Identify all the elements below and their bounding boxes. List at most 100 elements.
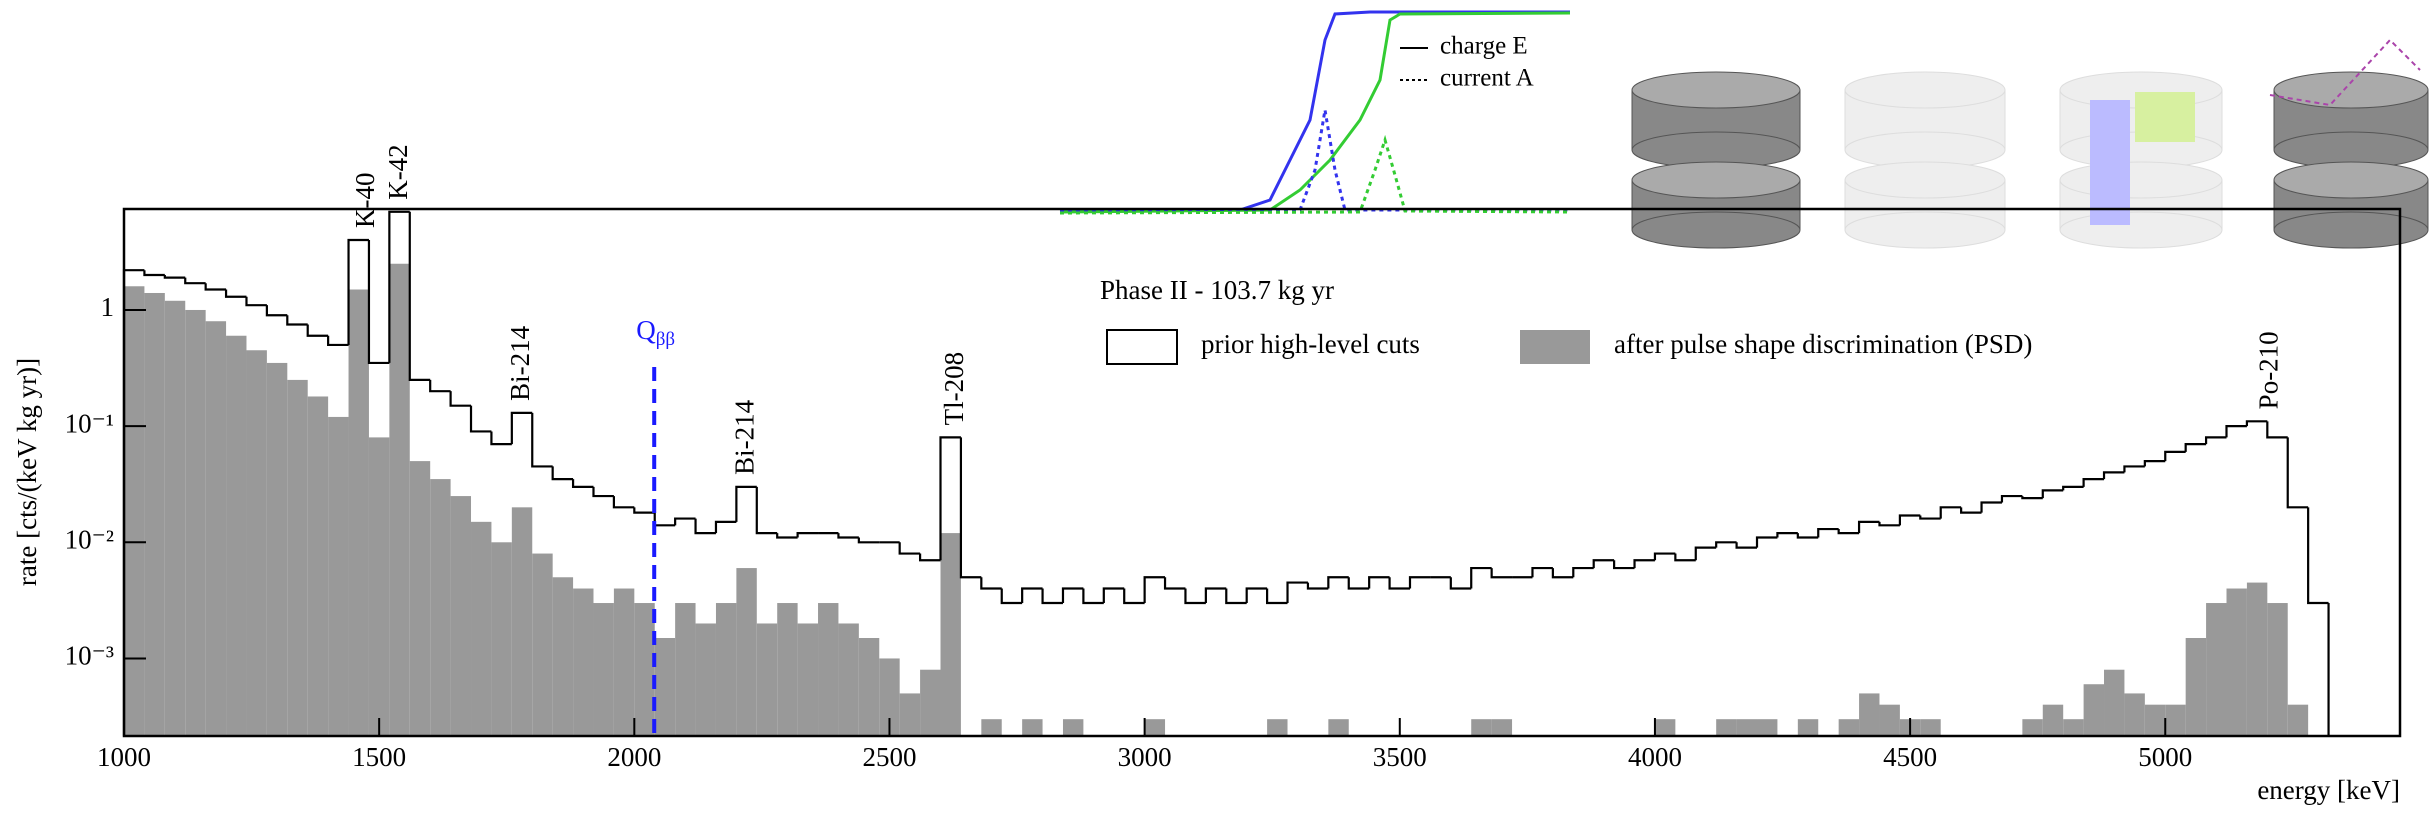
bar (307, 396, 329, 736)
step (1715, 541, 1737, 548)
bar (1144, 719, 1166, 736)
bar (654, 638, 676, 736)
step (776, 533, 798, 539)
step (1531, 566, 1553, 578)
bar (164, 300, 186, 736)
bar (2206, 603, 2227, 736)
step (1572, 566, 1594, 578)
bar (2042, 704, 2064, 736)
bar (205, 321, 227, 736)
step (571, 479, 594, 488)
plot-area (122, 210, 2330, 736)
step (531, 412, 553, 468)
bar (185, 309, 206, 736)
bar (695, 623, 716, 736)
step (1776, 531, 1798, 538)
legend-label: after pulse shape discrimination (PSD) (1614, 329, 2032, 359)
step (2164, 450, 2186, 462)
bar (2022, 719, 2043, 736)
x-tick-label: 2000 (607, 742, 661, 772)
peak-label: Bi-214 (505, 325, 535, 401)
step (1143, 576, 1166, 604)
step (306, 324, 329, 337)
step (1817, 527, 1839, 538)
step (1368, 576, 1390, 589)
step (408, 211, 431, 382)
bar (2104, 669, 2125, 736)
plot-frame (122, 207, 2402, 738)
step (592, 486, 614, 498)
step (2082, 477, 2105, 487)
step (1306, 582, 1329, 590)
bar (471, 521, 492, 736)
bar (593, 603, 614, 736)
bar (532, 553, 553, 736)
step (939, 436, 961, 561)
step (2266, 421, 2288, 439)
step (1490, 568, 1513, 579)
step (735, 485, 757, 522)
step (1898, 514, 1921, 526)
bar (879, 658, 900, 736)
legend-title: Phase II - 103.7 kg yr (1100, 275, 1334, 305)
step (1592, 559, 1615, 569)
step (1184, 588, 1206, 605)
bar (226, 335, 247, 736)
step (1980, 501, 2002, 513)
x-tick-label: 4000 (1628, 742, 1682, 772)
inset-legend-label: charge E (1440, 33, 1528, 60)
step (1613, 560, 1635, 570)
bar (736, 568, 757, 736)
step (1204, 587, 1227, 604)
bar (920, 669, 941, 736)
step (1653, 552, 1676, 561)
step (1837, 529, 1860, 535)
bar (940, 533, 961, 736)
y-tick-label: 10⁻² (65, 524, 114, 554)
step (245, 296, 267, 307)
step (2102, 471, 2125, 480)
step (2062, 485, 2084, 491)
step (2204, 436, 2227, 445)
step (1960, 507, 1982, 514)
step (1939, 506, 1962, 519)
step (796, 531, 819, 538)
bar (797, 623, 819, 736)
bar (1471, 719, 1492, 736)
step (1225, 588, 1247, 605)
bar (1736, 719, 1758, 736)
step (1878, 521, 1900, 527)
waveform-inset: charge E current A (1059, 10, 1571, 215)
bar (1879, 704, 1900, 736)
bar (1716, 719, 1737, 736)
bar (675, 603, 696, 736)
legend-label: prior high-level cuts (1201, 329, 1420, 359)
bar (430, 479, 451, 736)
bar (1920, 719, 1941, 736)
bar (2063, 719, 2084, 736)
step (694, 518, 716, 535)
step (1021, 587, 1043, 604)
step (1102, 587, 1125, 604)
step (674, 517, 696, 526)
step (1857, 520, 1880, 534)
step (653, 512, 676, 527)
q-subscript: ββ (656, 329, 675, 350)
x-tick-label: 1000 (97, 742, 151, 772)
bar (777, 603, 798, 736)
y-axis-label: rate [cts/(keV kg yr)] (12, 358, 42, 586)
step (2307, 507, 2329, 605)
bar (144, 292, 165, 736)
step (1470, 566, 1492, 589)
bar (246, 350, 267, 736)
x-tick-label: 3500 (1373, 742, 1427, 772)
step (1796, 533, 1819, 539)
bar (1491, 719, 1513, 736)
step (1694, 546, 1717, 561)
bar (573, 588, 594, 736)
x-tick-label: 3000 (1118, 742, 1172, 772)
step (265, 305, 288, 317)
bar (1797, 719, 1819, 736)
step (2225, 425, 2247, 438)
